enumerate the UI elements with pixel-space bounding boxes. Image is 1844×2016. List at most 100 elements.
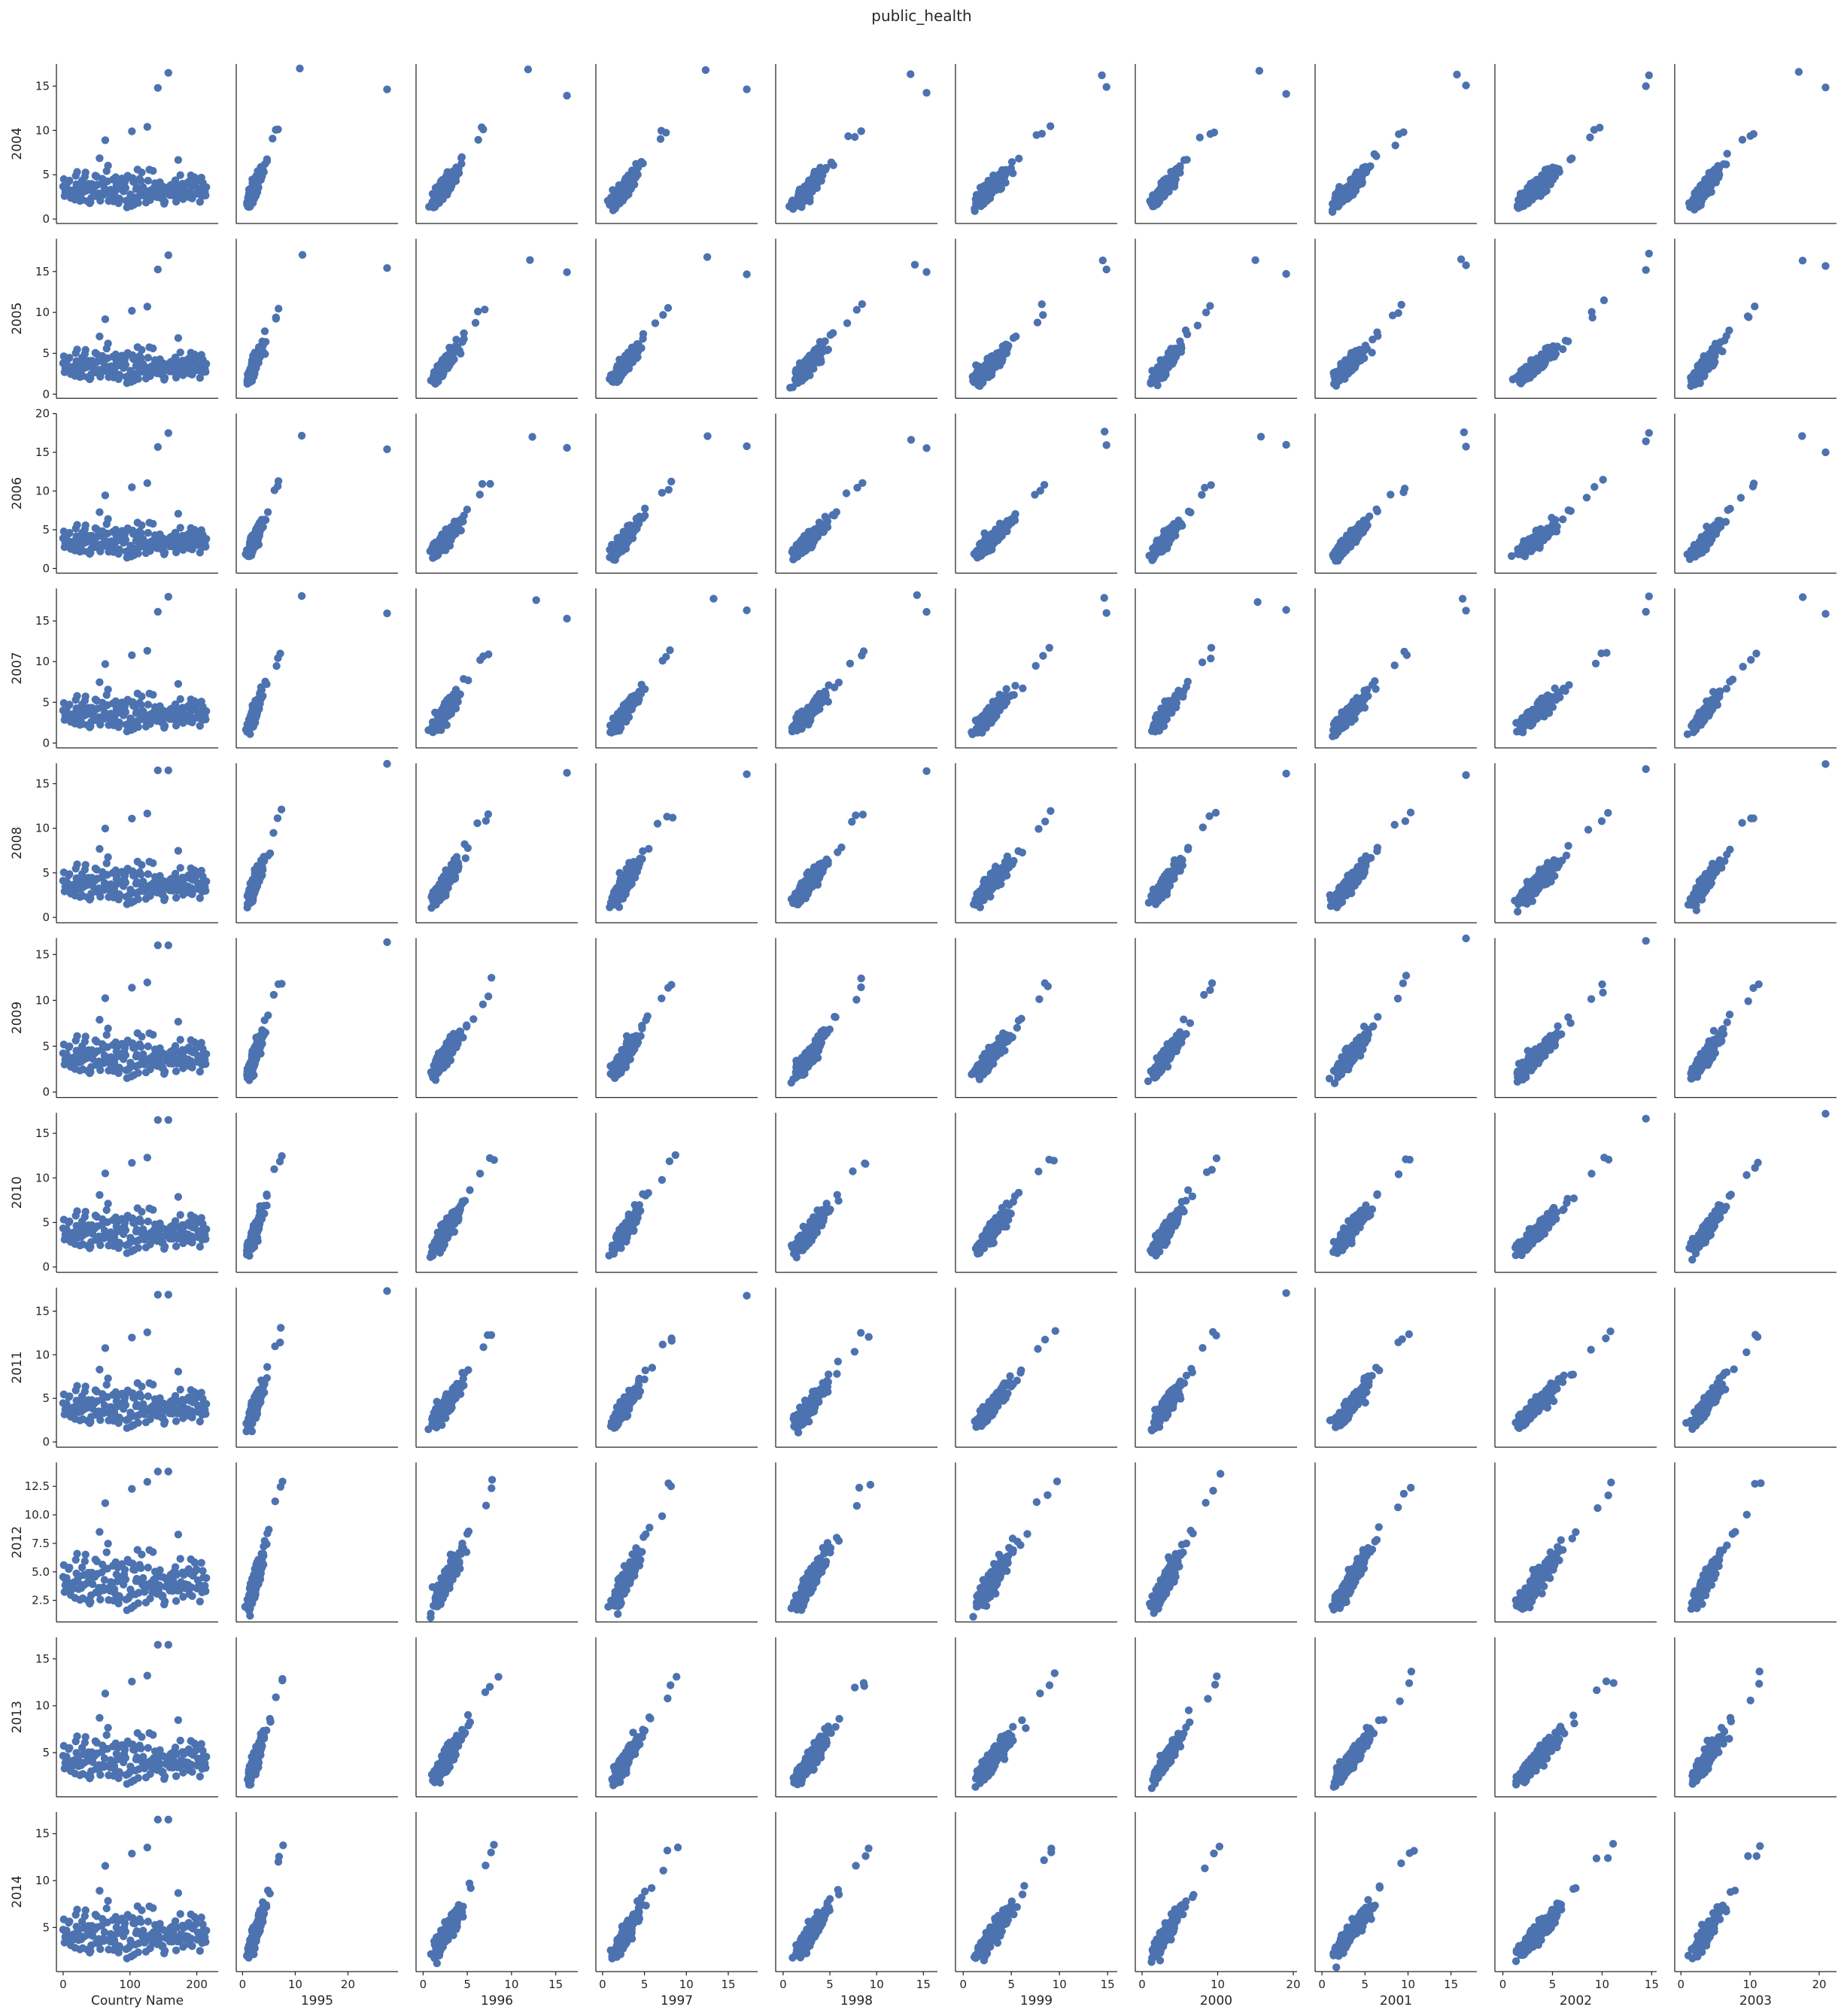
data-point (100, 184, 109, 193)
data-point (73, 345, 81, 354)
data-point (144, 528, 152, 537)
data-point (73, 168, 81, 176)
data-point (651, 319, 660, 327)
y-tick-label: 10 (35, 306, 50, 319)
y-tick-label: 15 (35, 79, 50, 93)
data-point (263, 155, 272, 163)
panel-2004-vs-1997 (595, 64, 758, 224)
data-point (1193, 321, 1202, 330)
y-axis-label: 2006 (10, 477, 25, 509)
data-point (1176, 337, 1184, 345)
data-point (703, 432, 712, 440)
data-point (1009, 334, 1018, 342)
data-point (65, 176, 74, 185)
data-point (827, 158, 836, 166)
data-point (474, 135, 482, 144)
data-point (1453, 70, 1461, 79)
data-point (1599, 296, 1609, 305)
data-point (153, 265, 162, 274)
data-point (1821, 84, 1830, 92)
data-point (1153, 363, 1162, 371)
data-point (438, 195, 447, 203)
data-point (121, 184, 130, 193)
data-point (160, 374, 169, 382)
data-point (1555, 168, 1563, 176)
data-point (296, 64, 304, 73)
data-point (922, 268, 931, 276)
data-point (619, 182, 627, 191)
data-point (810, 350, 818, 358)
data-point (1520, 197, 1530, 206)
data-point (458, 516, 466, 525)
y-tick-label: 10 (35, 123, 50, 137)
data-point (843, 319, 852, 327)
data-point (981, 366, 989, 374)
data-point (1368, 348, 1376, 357)
data-point (81, 169, 90, 177)
data-point (486, 479, 494, 488)
data-point (1015, 154, 1023, 163)
data-point (448, 350, 457, 358)
panel-2005-vs-2001 (1314, 239, 1477, 399)
panel-2004-vs-1996 (415, 64, 578, 224)
data-point (274, 477, 283, 485)
data-point (202, 367, 210, 376)
data-point (1751, 303, 1759, 311)
panels-grid: 0510152004051015200505101520200605101520… (10, 64, 1836, 2008)
data-point (202, 534, 211, 543)
data-point (1694, 186, 1702, 194)
data-point (1282, 269, 1290, 278)
y-tick-label: 5 (42, 168, 50, 181)
data-point (743, 270, 751, 278)
data-point (188, 194, 196, 202)
data-point (298, 251, 307, 259)
panel-2005-vs-2000 (1135, 239, 1297, 399)
data-point (1457, 255, 1466, 263)
data-point (1533, 354, 1541, 363)
data-point (1693, 369, 1701, 379)
data-point (275, 305, 283, 313)
data-point (471, 318, 480, 327)
data-point (743, 442, 751, 451)
data-point (615, 199, 624, 208)
y-tick-label: 20 (35, 407, 50, 421)
data-point (96, 332, 104, 341)
data-point (1180, 156, 1189, 164)
data-point (526, 256, 534, 264)
data-point (1164, 358, 1172, 366)
data-point (149, 344, 157, 353)
data-point (104, 161, 112, 170)
data-point (251, 365, 259, 373)
data-point (434, 187, 442, 196)
data-point (910, 260, 919, 269)
data-point (297, 431, 306, 440)
data-point (164, 429, 172, 437)
panel-2004-vs-1998 (775, 64, 937, 224)
data-point (260, 327, 269, 336)
data-point (128, 306, 136, 315)
data-point (1102, 265, 1110, 274)
data-point (607, 199, 616, 207)
y-axis-label: 2005 (10, 303, 25, 335)
data-point (245, 379, 253, 387)
data-point (637, 157, 646, 166)
data-point (816, 163, 825, 172)
data-point (528, 433, 536, 441)
data-point (667, 477, 676, 486)
data-point (1347, 364, 1356, 372)
panel-2004-vs-2002 (1494, 64, 1657, 224)
data-point (134, 199, 142, 207)
data-point (1798, 257, 1807, 265)
data-point (796, 361, 804, 369)
data-point (1394, 309, 1402, 318)
panel-2005-vs-1998 (775, 239, 937, 399)
data-point (664, 304, 673, 312)
data-point (659, 311, 667, 319)
data-point (457, 349, 465, 358)
y-tick-label: 0 (42, 212, 50, 226)
data-point (1725, 326, 1733, 335)
panel-2005-vs-2002 (1494, 239, 1657, 399)
data-point (639, 330, 648, 338)
data-point (262, 515, 270, 525)
